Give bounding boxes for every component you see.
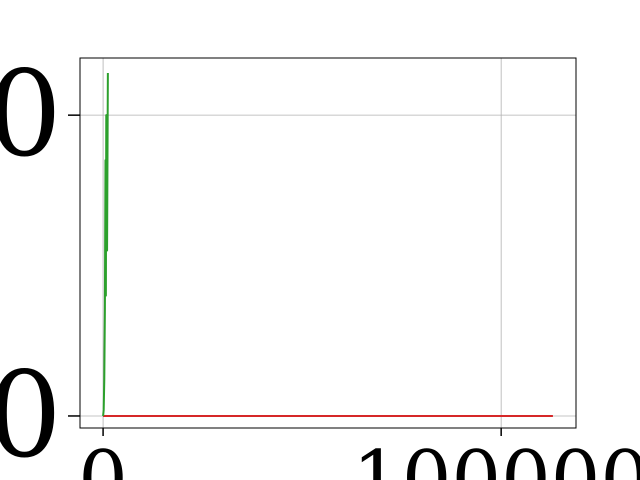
y-tick-label: 0	[0, 45, 62, 183]
series-layer	[102, 73, 553, 417]
series-line	[102, 73, 109, 417]
x-tick-label: 100000	[352, 435, 640, 480]
x-tick-label: 0	[78, 435, 128, 480]
y-tick-label: 0	[0, 346, 62, 480]
plot-frame	[79, 57, 577, 429]
